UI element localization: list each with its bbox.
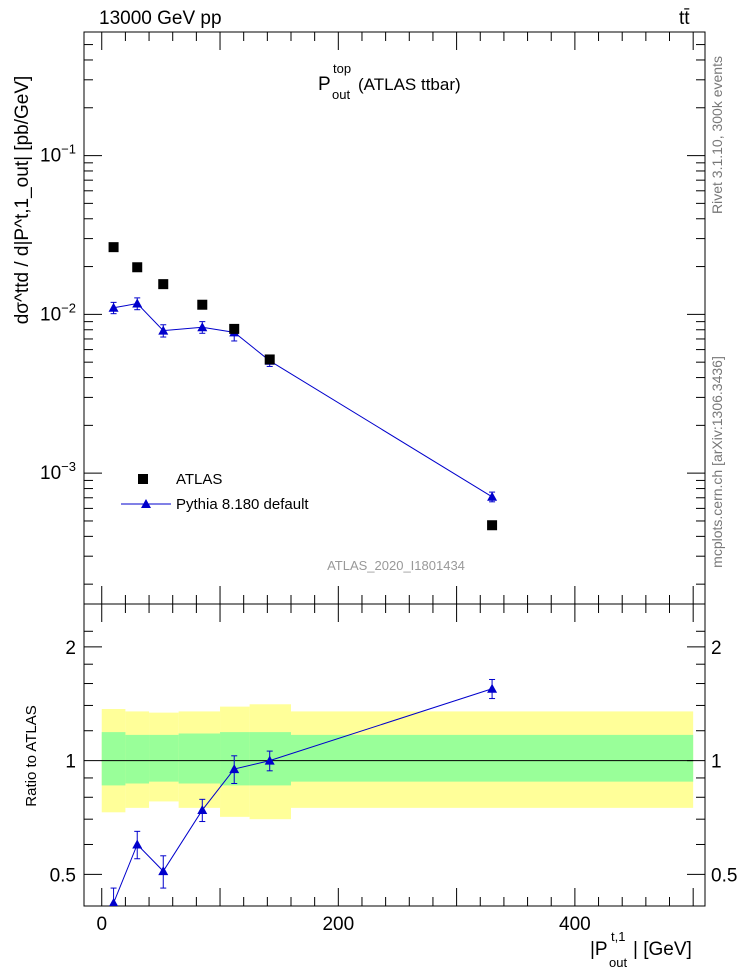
title-suffix: (ATLAS ttbar) [358, 75, 461, 94]
pythia-point [487, 491, 498, 501]
title-base: P [318, 74, 331, 95]
legend-atlas-marker [138, 474, 148, 484]
atlas-point [108, 242, 119, 253]
ratio-pythia-point [264, 755, 275, 765]
x-label-sup: t,1 [611, 929, 625, 944]
ratio-band-green [149, 734, 179, 782]
ratio-pythia-point [109, 898, 119, 906]
ratio-y-label: Ratio to ATLAS [23, 705, 40, 806]
ratio-plot-frame [83, 603, 706, 907]
ratio-pythia-point [132, 839, 143, 849]
main-y-tick-label: 10−3 [40, 459, 76, 484]
ratio-y-axis-label: Ratio to ATLAS [23, 705, 40, 806]
main-y-tick-label: 10−2 [40, 300, 76, 325]
title-sup: top [333, 61, 351, 76]
ratio-band-green [220, 732, 250, 786]
atlas-point [264, 354, 275, 365]
title-sub: out [332, 87, 350, 102]
x-tick-label: 400 [559, 914, 591, 935]
pythia-point [108, 302, 119, 312]
atlas-point [197, 299, 208, 310]
ratio-pythia-point [197, 805, 208, 815]
ratio-y-tick-label: 2 [65, 638, 76, 659]
ratio-pythia-point [158, 866, 169, 876]
x-label-base: |P [590, 939, 608, 960]
main-y-tick-label: 10−1 [40, 142, 76, 167]
atlas-point [487, 520, 498, 531]
main-title: P top out (ATLAS ttbar) [318, 61, 461, 102]
ratio-y-tick-label-right: 1 [711, 752, 722, 773]
process-label: tt̄ [679, 8, 690, 29]
mcplots-text: mcplots.cern.ch [arXiv:1306.3436] [709, 356, 725, 568]
pythia-point [197, 322, 208, 332]
atlas-point [158, 279, 169, 290]
ratio-pythia-point [229, 764, 240, 774]
mcplots-label: mcplots.cern.ch [arXiv:1306.3436] [709, 356, 725, 568]
ratio-y-tick-label-right: 2 [711, 638, 722, 659]
ratio-y-tick-label: 1 [65, 752, 76, 773]
rivet-label: Rivet 3.1.10, 300k events [709, 56, 725, 214]
ratio-band-green [101, 732, 126, 786]
x-label-sub: out [609, 955, 627, 970]
x-axis-label: |P t,1 out | [GeV] [590, 929, 692, 970]
pythia-point [132, 298, 143, 308]
x-tick-label: 0 [96, 914, 107, 935]
x-label-suffix: | [GeV] [633, 939, 692, 960]
legend-atlas-label: ATLAS [176, 471, 222, 488]
atlas-point [132, 262, 143, 273]
main-plot-frame [83, 31, 706, 605]
legend: ATLAS Pythia 8.180 default [121, 471, 309, 513]
ratio-pythia-point [487, 683, 498, 693]
ratio-band-green [291, 734, 694, 782]
pythia-point [158, 325, 169, 335]
ratio-y-tick-label-right: 0.5 [711, 865, 737, 886]
rivet-version-text: Rivet 3.1.10, 300k events [709, 56, 725, 214]
analysis-watermark: ATLAS_2020_I1801434 [327, 558, 465, 573]
main-y-axis-label: dσ^ttd / d|P^t,1_out| [pb/GeV] [12, 76, 33, 325]
pythia-line [113, 302, 493, 498]
energy-label: 13000 GeV pp [99, 8, 222, 29]
legend-pythia-label: Pythia 8.180 default [176, 496, 309, 513]
atlas-point [229, 323, 240, 334]
main-y-label: dσ^ttd / d|P^t,1_out| [pb/GeV] [12, 76, 33, 325]
ratio-band-green [125, 734, 150, 784]
legend-pythia-marker [141, 499, 151, 508]
x-tick-label: 200 [322, 914, 354, 935]
ratio-band-green [178, 733, 221, 784]
ratio-y-tick-label: 0.5 [50, 865, 76, 886]
